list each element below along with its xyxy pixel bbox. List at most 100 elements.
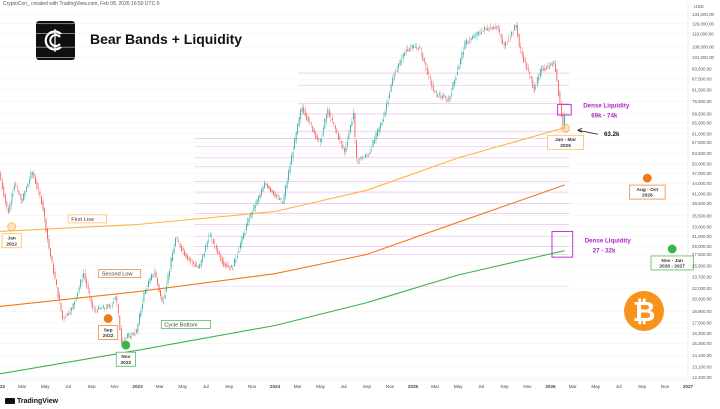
candle-body (191, 260, 193, 262)
candle-body (202, 254, 204, 262)
candle-body (188, 257, 190, 260)
candle-body (444, 96, 446, 98)
candle-body (351, 121, 353, 126)
candle-body (414, 47, 416, 49)
price-tick-label: 35,500.00 (692, 213, 712, 218)
candle-body (47, 228, 48, 240)
candle-body (262, 186, 264, 192)
candle-body (160, 290, 161, 296)
candle-body (521, 50, 523, 56)
candle-body (12, 193, 14, 198)
candle-body (536, 76, 538, 85)
candle-body (316, 135, 318, 140)
candle-body (327, 108, 329, 115)
candle-body (139, 313, 140, 325)
candle-body (56, 279, 57, 285)
candle-body (524, 59, 526, 62)
price-tick-label: 16,300.00 (692, 331, 712, 336)
candle-body (132, 334, 134, 336)
candle-body (441, 96, 443, 99)
candle-body (426, 66, 428, 76)
tradingview-footer: TradingView (5, 398, 58, 405)
candle-body (505, 41, 507, 47)
price-tick-label: 53,500.00 (692, 151, 712, 156)
candle-body (336, 129, 338, 133)
marker-dot (642, 173, 652, 183)
brand-logo-icon (44, 29, 62, 52)
candle-body (366, 155, 368, 157)
candle-body (268, 185, 270, 190)
time-tick-label: Sep (500, 384, 509, 389)
candle-body (378, 127, 380, 133)
candle-body (62, 310, 63, 319)
candle-body (416, 47, 418, 49)
candle-body (143, 291, 145, 302)
marker-label-line1: Sep (104, 327, 113, 333)
candle-body (229, 266, 231, 271)
candle-body (224, 263, 226, 267)
candle-body (235, 259, 237, 262)
candle-body (389, 93, 390, 98)
candle-body (68, 313, 69, 316)
candle-body (184, 250, 186, 257)
time-tick-label: Jul (203, 384, 209, 389)
candle-body (297, 123, 299, 134)
candle-body (90, 296, 92, 304)
time-tick-label: May (316, 384, 325, 389)
candle-body (431, 80, 433, 88)
candle-body (423, 57, 425, 63)
time-tick-label: Sep (363, 384, 372, 389)
candle-body (404, 52, 406, 56)
candle-body (285, 185, 286, 196)
price-tick-label: 25,500.00 (692, 263, 712, 268)
marker-label-line1: Jan - Mar (555, 137, 576, 143)
candle-body (315, 132, 317, 140)
candle-body (502, 38, 504, 44)
candle-body (440, 95, 442, 98)
candle-body (33, 172, 35, 178)
marker-dot (121, 340, 131, 350)
price-tick-label: 23,700.00 (692, 274, 712, 279)
candle-body (493, 27, 494, 30)
candle-body (241, 235, 243, 244)
candle-body (152, 275, 154, 277)
candle-body (223, 261, 225, 268)
dense-liquidity-zone (551, 230, 574, 258)
candle-body (494, 26, 496, 29)
candle-body (457, 71, 458, 75)
candle-body (377, 129, 378, 136)
candle-body (369, 152, 371, 155)
candle-body (346, 142, 348, 146)
candle-body (203, 253, 205, 257)
chart-title: Bear Bands + Liquidity (90, 31, 243, 47)
candle-body (300, 109, 302, 120)
time-tick-label: 2026 (545, 384, 556, 389)
candle-body (360, 156, 362, 160)
candle-body (472, 36, 473, 39)
time-tick-label: 2022 (0, 384, 6, 389)
candle-body (282, 201, 283, 204)
candle-body (65, 317, 66, 319)
candle-body (348, 133, 350, 140)
candle-body (410, 48, 412, 49)
candle-body (157, 278, 158, 285)
candle-body (276, 194, 277, 197)
candle-body (205, 244, 207, 252)
price-tick-label: 101,000.00 (692, 55, 715, 60)
candle-body (274, 192, 276, 198)
tradingview-icon (5, 398, 15, 404)
candle-body (356, 140, 357, 158)
candle-body (476, 31, 478, 36)
time-tick-label: Jul (341, 384, 347, 389)
candle-body (250, 212, 252, 218)
band-first-low (0, 127, 565, 232)
time-tick-label: Nov (386, 384, 395, 389)
candle-body (149, 277, 151, 284)
candle-body (123, 339, 125, 341)
chart-credit: CryptoCon_ created with TradingView.com,… (3, 1, 160, 7)
candle-body (163, 302, 164, 303)
candle-body (1, 180, 3, 190)
candle-body (21, 198, 23, 204)
candle-body (283, 194, 285, 204)
candle-body (289, 165, 291, 173)
